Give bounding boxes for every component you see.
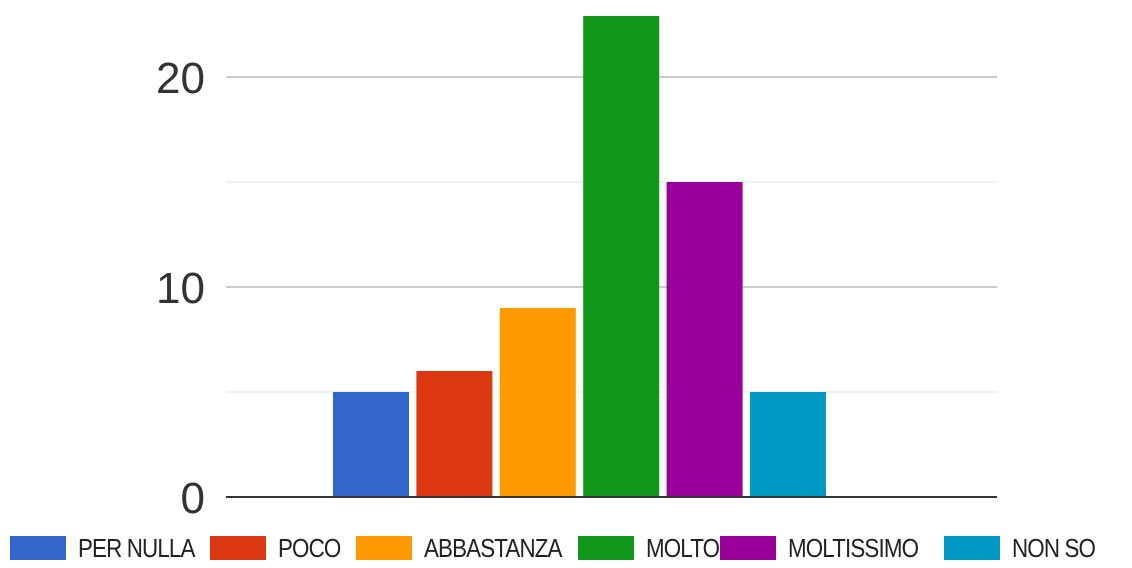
legend-item: PER NULLA — [10, 528, 214, 568]
legend-label: POCO — [278, 532, 341, 563]
legend-item: NON SO — [944, 528, 1109, 568]
legend-item: ABBASTANZA — [356, 528, 584, 568]
legend-label: NON SO — [1012, 532, 1096, 563]
legend-label: ABBASTANZA — [424, 532, 562, 563]
bar-molto — [583, 16, 660, 497]
legend-swatch — [944, 536, 1000, 560]
y-tick-label: 0 — [181, 474, 205, 523]
legend-item: POCO — [210, 528, 351, 568]
legend-label: MOLTO — [646, 532, 720, 563]
legend-item: MOLTISSIMO — [720, 528, 939, 568]
y-tick-label: 10 — [156, 264, 205, 313]
legend-swatch — [356, 536, 412, 560]
legend-item: MOLTO — [578, 528, 731, 568]
y-axis-tick-labels: 0 10 20 — [156, 54, 205, 523]
bar-non-so — [750, 392, 826, 497]
legend-swatch — [10, 536, 66, 560]
bar-chart: 0 10 20 — [156, 16, 997, 523]
bar-abbastanza — [499, 308, 576, 497]
legend-swatch — [578, 536, 634, 560]
legend-swatch — [210, 536, 266, 560]
bars — [333, 16, 826, 497]
bar-per-nulla — [333, 392, 409, 497]
legend-label: MOLTISSIMO — [788, 532, 919, 563]
legend-swatch — [720, 536, 776, 560]
legend: PER NULLA POCO ABBASTANZA MOLTO MOLTISSIMO NO… — [0, 528, 1132, 568]
y-tick-label: 20 — [156, 54, 205, 103]
bar-moltissimo — [666, 182, 743, 497]
legend-label: PER NULLA — [78, 532, 195, 563]
bar-poco — [416, 371, 493, 497]
